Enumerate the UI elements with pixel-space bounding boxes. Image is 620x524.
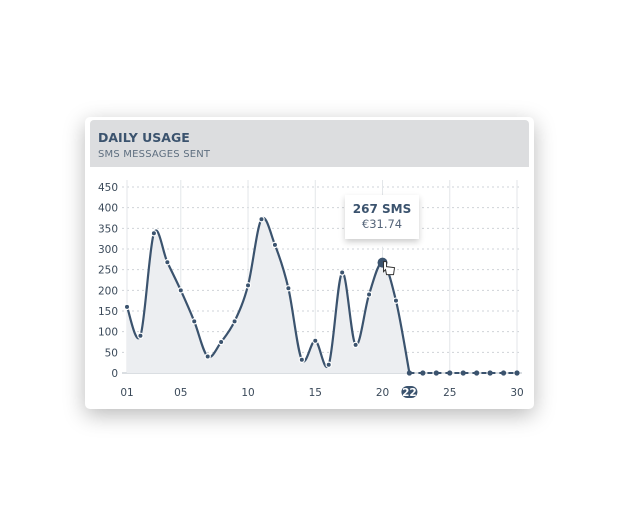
tooltip-arrow bbox=[374, 239, 391, 247]
data-point[interactable] bbox=[231, 318, 238, 325]
today-badge bbox=[401, 386, 418, 398]
data-point[interactable] bbox=[271, 241, 279, 249]
x-tick-label: 30 bbox=[510, 387, 523, 399]
data-point[interactable] bbox=[123, 303, 131, 311]
x-tick-label: 01 bbox=[120, 387, 133, 399]
x-tick-label: 20 bbox=[376, 387, 389, 399]
data-point[interactable] bbox=[191, 318, 198, 325]
data-point[interactable] bbox=[352, 341, 359, 349]
hand-cursor-icon bbox=[383, 261, 396, 276]
data-point[interactable] bbox=[420, 370, 426, 376]
data-point[interactable] bbox=[447, 370, 453, 376]
card-subtitle: SMS MESSAGES SENT bbox=[98, 149, 211, 160]
data-point[interactable] bbox=[204, 353, 211, 360]
data-point[interactable] bbox=[217, 338, 225, 346]
tooltip-value: 267 SMS bbox=[352, 202, 412, 216]
data-point[interactable] bbox=[474, 370, 480, 376]
y-tick-label: 200 bbox=[98, 285, 118, 297]
data-point[interactable] bbox=[258, 216, 265, 223]
data-point[interactable] bbox=[312, 337, 319, 344]
data-point[interactable] bbox=[500, 370, 507, 376]
tooltip-cost: €31.74 bbox=[361, 217, 403, 231]
data-point[interactable] bbox=[298, 356, 306, 363]
y-tick-label: 100 bbox=[98, 327, 118, 339]
y-tick-label: 50 bbox=[105, 347, 118, 359]
y-tick-label: 350 bbox=[98, 223, 118, 235]
data-point[interactable] bbox=[487, 370, 493, 376]
data-point[interactable] bbox=[285, 285, 292, 292]
data-point[interactable] bbox=[460, 370, 466, 376]
data-point[interactable] bbox=[406, 370, 413, 376]
x-tick-label: 25 bbox=[443, 387, 456, 399]
data-point[interactable] bbox=[325, 361, 332, 368]
series-line bbox=[125, 216, 411, 374]
card-header: DAILY USAGE SMS MESSAGES SENT bbox=[90, 120, 529, 167]
tooltip: 267 SMS €31.74 bbox=[345, 195, 419, 239]
x-tick-label: 10 bbox=[241, 387, 254, 399]
data-point[interactable] bbox=[137, 332, 144, 339]
y-tick-label: 300 bbox=[98, 244, 118, 256]
data-point[interactable] bbox=[244, 282, 252, 289]
x-tick-label: 22 bbox=[402, 387, 417, 399]
data-point[interactable] bbox=[150, 230, 158, 237]
data-point[interactable] bbox=[177, 287, 184, 294]
y-tick-label: 250 bbox=[98, 265, 118, 277]
data-point[interactable] bbox=[164, 259, 171, 266]
data-point[interactable] bbox=[392, 297, 400, 304]
y-tick-label: 450 bbox=[98, 182, 118, 194]
data-point[interactable] bbox=[365, 291, 373, 298]
data-point[interactable] bbox=[433, 370, 439, 376]
x-tick-label: 05 bbox=[174, 387, 187, 399]
data-point[interactable] bbox=[514, 370, 520, 376]
card-title: DAILY USAGE bbox=[98, 130, 190, 145]
y-tick-label: 400 bbox=[98, 203, 118, 215]
x-tick-label: 15 bbox=[309, 387, 322, 399]
y-tick-label: 150 bbox=[98, 306, 118, 318]
data-point[interactable] bbox=[338, 269, 346, 276]
y-tick-label: 0 bbox=[111, 368, 118, 380]
